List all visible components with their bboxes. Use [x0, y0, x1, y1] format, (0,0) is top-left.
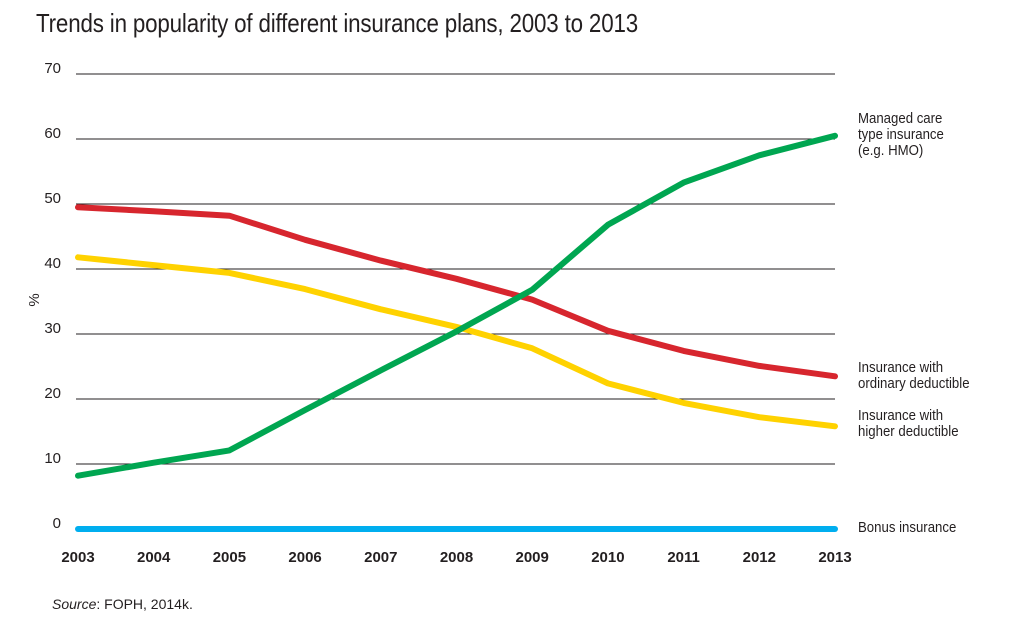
y-tick-label: 0 — [53, 515, 61, 532]
y-tick-label: 60 — [44, 125, 61, 142]
x-tick-label: 2006 — [288, 549, 321, 566]
source-note: Source: FOPH, 2014k. — [52, 596, 193, 612]
y-axis-label: % — [26, 293, 43, 306]
chart-title: Trends in popularity of different insura… — [36, 8, 638, 38]
x-tick-label: 2004 — [137, 549, 171, 566]
y-tick-label: 10 — [44, 450, 61, 467]
y-tick-label: 50 — [44, 190, 61, 207]
x-tick-label: 2013 — [818, 549, 851, 566]
series-label-bonus-insurance: Bonus insurance — [858, 519, 957, 536]
y-tick-label: 30 — [44, 320, 61, 337]
line-higher-deductible — [75, 254, 838, 430]
series-label-managed-care: Managed care type insurance (e.g. HMO) — [858, 110, 944, 159]
y-tick-label: 40 — [44, 255, 61, 272]
y-axis-ticks: 0 10 20 30 40 50 60 70 — [44, 60, 61, 532]
x-tick-label: 2005 — [213, 549, 246, 566]
series-label-ordinary-deductible: Insurance with ordinary deductible — [858, 359, 970, 392]
x-tick-label: 2008 — [440, 549, 473, 566]
x-tick-label: 2011 — [667, 549, 700, 566]
source-text: : FOPH, 2014k. — [96, 596, 193, 612]
x-tick-label: 2012 — [743, 549, 776, 566]
series-label-higher-deductible: Insurance with higher deductible — [858, 407, 959, 440]
series-lines — [75, 132, 838, 532]
y-tick-label: 20 — [44, 385, 61, 402]
x-tick-label: 2009 — [516, 549, 549, 566]
x-tick-label: 2010 — [591, 549, 624, 566]
x-axis-ticks: 2003 2004 2005 2006 2007 2008 2009 2010 2011 2012… — [61, 549, 851, 566]
x-tick-label: 2003 — [61, 549, 94, 566]
line-ordinary-deductible — [75, 204, 838, 380]
line-managed-care — [75, 132, 838, 479]
x-tick-label: 2007 — [364, 549, 397, 566]
source-prefix: Source — [52, 596, 97, 612]
y-tick-label: 70 — [44, 60, 61, 77]
